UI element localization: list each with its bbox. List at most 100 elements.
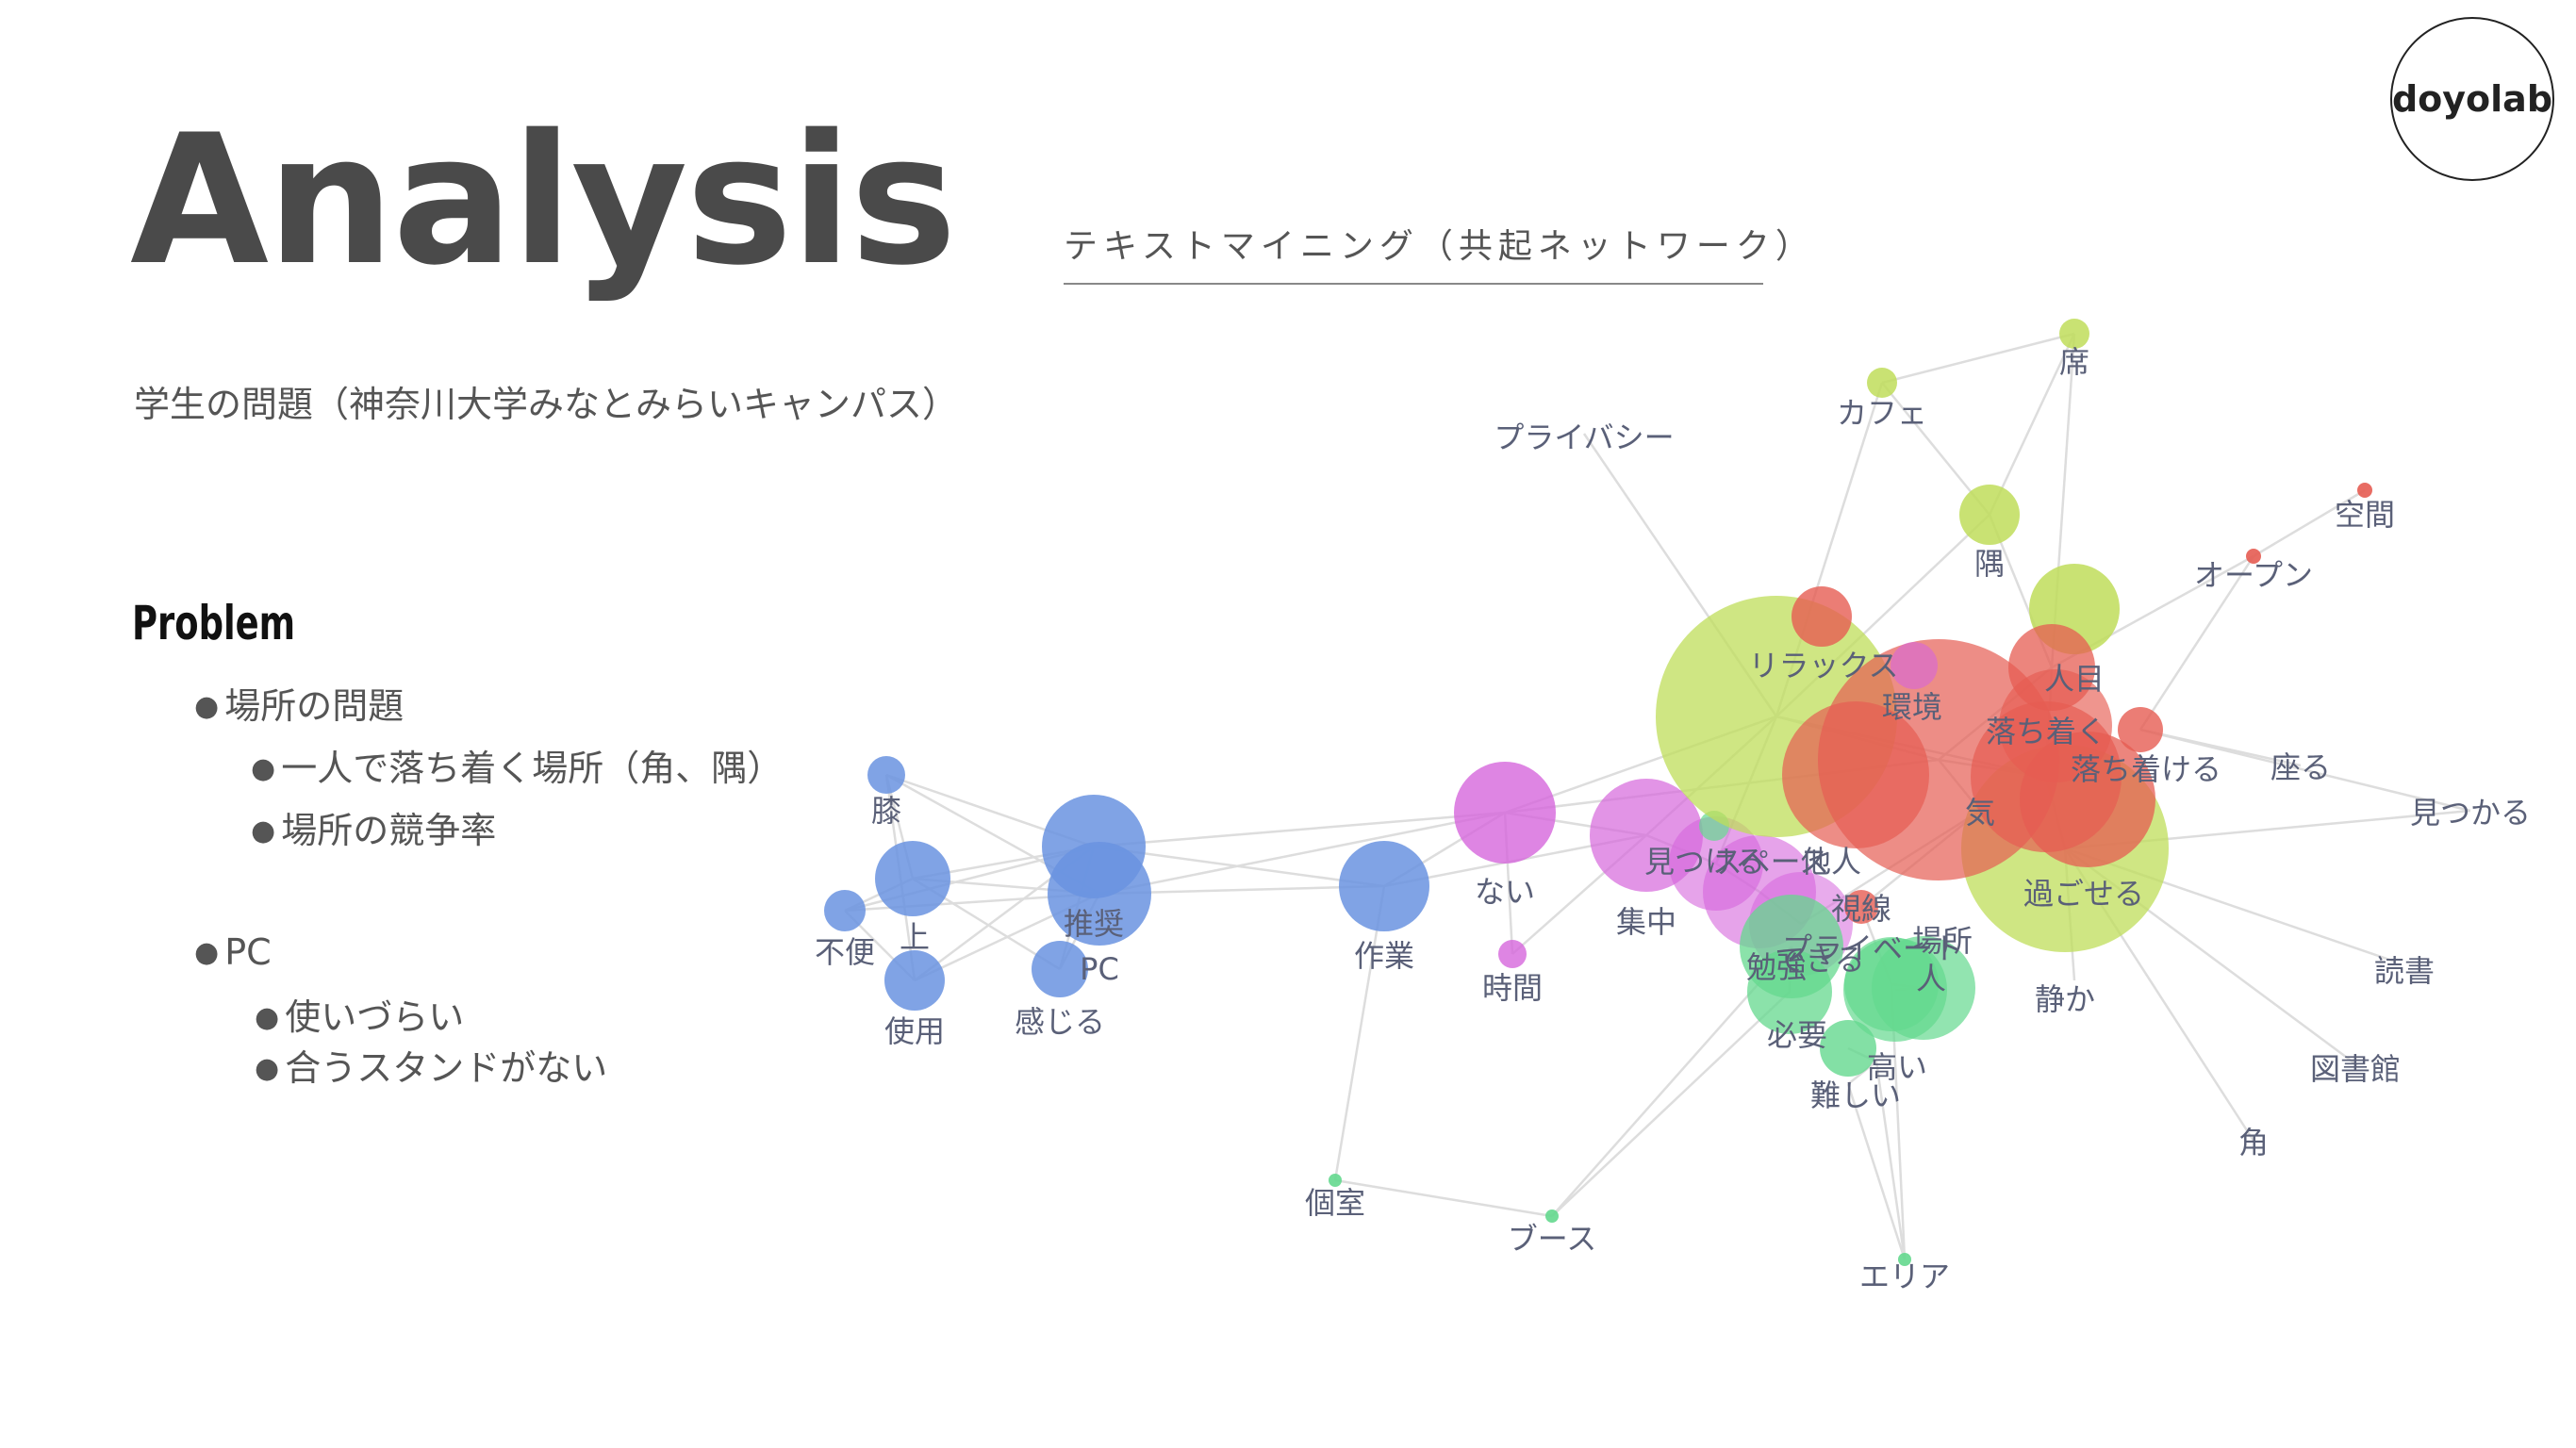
network-node-label: 個室 [1305, 1185, 1365, 1221]
network-node-label: 視線 [1831, 891, 1891, 927]
network-node-label: 他人 [1801, 844, 1861, 880]
bullet-dot: ● [194, 936, 220, 969]
network-node-purple [1498, 940, 1527, 968]
bullet-dot: ● [255, 1052, 280, 1085]
network-node-label: 使用 [884, 1013, 945, 1049]
network-node-label: 見つける [1644, 844, 1765, 880]
network-node-blue [884, 950, 945, 1011]
network-node-blue [1339, 841, 1429, 931]
network-node-lime [1867, 368, 1897, 398]
network-node-label: リラックス [1748, 648, 1898, 683]
network-node-label: エリア [1859, 1259, 1950, 1294]
network-edge [1334, 1178, 1553, 1218]
subtitle: 学生の問題（神奈川大学みなとみらいキャンパス） [134, 384, 959, 425]
bullet-no-stand: ● 合うスタンドがない [255, 1039, 607, 1091]
network-node-label: プライバシー [1494, 420, 1674, 455]
network-node-label: 隅 [1974, 546, 2005, 582]
network-node-label: オープン [2194, 557, 2313, 593]
network-node-label: 膝 [871, 793, 901, 829]
chart-heading: テキストマイニング（共起ネットワーク） [1064, 219, 1809, 285]
network-node-blue [867, 756, 905, 794]
network-node-label: 不便 [815, 934, 875, 970]
network-nodes [824, 319, 2372, 1266]
network-node-label: 座る [2271, 749, 2331, 785]
bullet-dot: ● [194, 690, 220, 723]
network-node-label: 見つかる [2410, 795, 2531, 831]
network-node-label: 落ち着く [1986, 714, 2106, 749]
network-node-blue [824, 890, 866, 931]
network-node-label: PC [1080, 951, 1119, 987]
network-node-lime [1959, 485, 2020, 545]
bullet-text: 場所の問題 [224, 685, 405, 727]
network-node-green [1898, 1253, 1911, 1266]
network-node-label: 過ごせる [2023, 876, 2144, 912]
network-edge [1881, 332, 2075, 385]
doyolab-logo: doyolab [2390, 17, 2554, 181]
network-node-purple [1891, 642, 1938, 689]
network-node-red [1792, 586, 1852, 647]
network-node-label: できる [1775, 942, 1864, 978]
network-edge [2139, 728, 2471, 813]
network-edge [1551, 991, 1791, 1217]
network-node-label: 必要 [1767, 1017, 1827, 1053]
network-node-label: 勉強 [1746, 949, 1807, 985]
network-node-label: 静か [2035, 981, 2095, 1017]
network-node-label: 角 [2238, 1125, 2269, 1160]
network-node-red [2118, 707, 2163, 752]
bullet-place-problem: ● 場所の問題 [194, 677, 404, 729]
network-node-label: プライベート [1782, 930, 1963, 966]
network-edge [1093, 811, 1506, 848]
network-node-green [1545, 1209, 1559, 1223]
network-node-label: スペース [1712, 844, 1829, 880]
network-node-green [1329, 1174, 1342, 1187]
network-node-lime [2059, 319, 2089, 349]
page-title: Analysis [130, 96, 957, 304]
network-node-label: 推奨 [1064, 906, 1124, 942]
bullet-dot: ● [255, 1001, 280, 1034]
network-edge [1333, 885, 1386, 1181]
network-edge [2253, 488, 2366, 558]
network-node-label: 環境 [1882, 689, 1942, 725]
network-node-label: 作業 [1354, 938, 1414, 974]
network-node-label: 感じる [1015, 1004, 1105, 1040]
bullet-text: 一人で落ち着く場所（角、隅） [281, 748, 784, 789]
network-node-red [2020, 732, 2155, 867]
bullet-text: 合うスタンドがない [285, 1047, 608, 1089]
bullet-text: 使いづらい [285, 996, 465, 1038]
network-node-label: 落ち着ける [2071, 751, 2221, 787]
network-node-label: 上 [900, 919, 930, 955]
bullet-text: 場所の競争率 [281, 810, 497, 851]
network-node-green [1872, 936, 1975, 1040]
network-edge [1846, 1083, 1907, 1260]
network-node-green [1820, 1020, 1876, 1077]
network-node-label: 読書 [2374, 953, 2435, 989]
network-node-label: 図書館 [2310, 1051, 2401, 1087]
network-node-label: 人 [1916, 961, 1946, 996]
network-node-red [1782, 701, 1929, 848]
network-node-red [1844, 890, 1878, 924]
network-node-label: 気 [1965, 795, 1995, 831]
bullet-solo-place: ● 一人で落ち着く場所（角、隅） [251, 739, 783, 791]
network-node-label: 人目 [2044, 661, 2105, 697]
bullet-competition: ● 場所の競争率 [251, 801, 496, 853]
network-node-blue [1032, 941, 1088, 997]
network-node-label: 空間 [2335, 497, 2395, 533]
bullet-text: PC [224, 931, 272, 973]
network-node-label: カフェ [1837, 395, 1927, 431]
network-node-label: 高い [1867, 1049, 1927, 1085]
network-node-label: 時間 [1482, 970, 1543, 1006]
network-node-red [2246, 549, 2261, 564]
bullet-dot: ● [251, 752, 276, 785]
bullet-dot: ● [251, 814, 276, 847]
network-node-red [2008, 624, 2095, 711]
network-node-blue [1048, 842, 1151, 946]
bullet-hard-to-use: ● 使いづらい [255, 988, 464, 1040]
network-node-label: 集中 [1616, 904, 1676, 940]
network-edge [1988, 333, 2076, 516]
network-node-label: 場所 [1912, 923, 1973, 959]
network-node-label: 席 [2059, 344, 2089, 380]
network-node-red [2357, 483, 2372, 498]
network-node-green [1747, 949, 1832, 1034]
